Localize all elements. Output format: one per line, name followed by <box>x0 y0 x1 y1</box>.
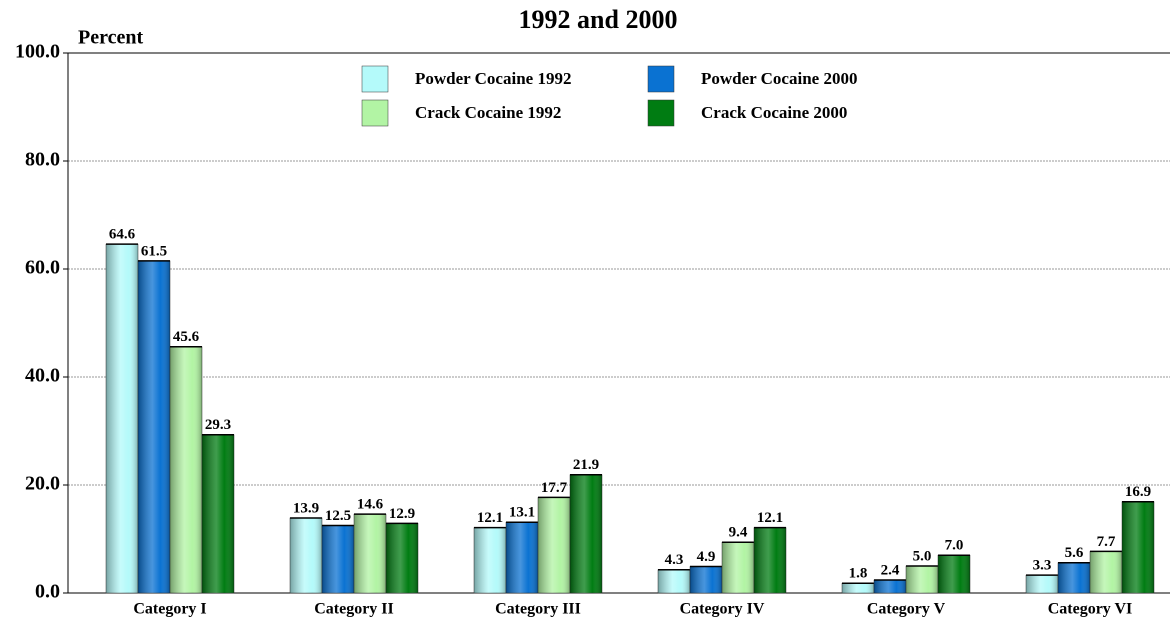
legend-swatch <box>647 99 675 127</box>
bar-shade <box>874 580 906 593</box>
data-label: 3.3 <box>1033 558 1052 574</box>
data-label: 13.1 <box>509 505 535 521</box>
bar-shade <box>170 346 202 593</box>
y-tick-label: 0.0 <box>35 581 60 603</box>
x-tick-label: Category VI <box>1048 601 1133 618</box>
x-tick-label: Category V <box>867 601 946 618</box>
y-tick-label: 80.0 <box>25 149 60 171</box>
legend-label: Crack Cocaine 2000 <box>701 103 847 122</box>
chart-title: 1992 and 2000 <box>519 5 678 34</box>
x-tick-label: Category IV <box>680 601 765 618</box>
bar-shade <box>290 517 322 593</box>
data-label: 64.6 <box>109 227 136 243</box>
data-label: 13.9 <box>293 500 319 516</box>
data-label: 12.1 <box>477 510 503 526</box>
bar-shade <box>1090 551 1122 593</box>
data-label: 12.5 <box>325 508 351 524</box>
bar-shade <box>754 527 786 593</box>
bar-shade <box>202 434 234 593</box>
data-label: 45.6 <box>173 329 200 345</box>
legend-swatch <box>361 65 389 93</box>
y-tick-label: 20.0 <box>25 473 60 495</box>
data-label: 9.4 <box>729 525 748 541</box>
bar-shade <box>386 523 418 593</box>
x-tick-label: Category I <box>133 601 206 618</box>
x-tick-label: Category III <box>495 601 581 618</box>
bar-shade <box>506 522 538 593</box>
data-label: 14.6 <box>357 497 384 513</box>
bar-shade <box>842 583 874 593</box>
bar-shade <box>1122 501 1154 593</box>
bar-shade <box>106 244 138 593</box>
data-label: 4.9 <box>697 549 716 565</box>
legend-swatch <box>647 65 675 93</box>
data-label: 12.1 <box>757 510 783 526</box>
data-label: 5.6 <box>1065 545 1084 561</box>
legend-swatch <box>361 99 389 127</box>
bar-shade <box>570 474 602 593</box>
bar-shade <box>690 566 722 593</box>
bar-shade <box>658 569 690 593</box>
data-label: 16.9 <box>1125 484 1151 500</box>
y-tick-label: 40.0 <box>25 365 60 387</box>
bar-shade <box>474 527 506 593</box>
legend-label: Powder Cocaine 1992 <box>415 69 571 88</box>
legend-label: Crack Cocaine 1992 <box>415 103 561 122</box>
x-tick-label: Category II <box>314 601 394 618</box>
bar-shade <box>138 260 170 593</box>
data-label: 1.8 <box>849 566 868 582</box>
data-label: 21.9 <box>573 457 599 473</box>
bar-shade <box>538 497 570 593</box>
y-tick-label: 60.0 <box>25 257 60 279</box>
bar-shade <box>906 566 938 593</box>
data-label: 7.7 <box>1097 534 1116 550</box>
bar-shade <box>322 525 354 593</box>
data-label: 2.4 <box>881 562 900 578</box>
y-tick-label: 100.0 <box>15 41 60 63</box>
bar-shade <box>722 542 754 593</box>
bar-shade <box>354 514 386 593</box>
bar-shade <box>1026 575 1058 593</box>
y-axis-label: Percent <box>78 27 143 49</box>
data-label: 5.0 <box>913 548 932 564</box>
data-label: 61.5 <box>141 243 167 259</box>
legend-label: Powder Cocaine 2000 <box>701 69 857 88</box>
data-label: 17.7 <box>541 480 568 496</box>
data-label: 7.0 <box>945 538 964 554</box>
data-label: 12.9 <box>389 506 415 522</box>
bar-shade <box>1058 562 1090 593</box>
data-label: 29.3 <box>205 417 231 433</box>
bar-shade <box>938 555 970 593</box>
data-label: 4.3 <box>665 552 684 568</box>
